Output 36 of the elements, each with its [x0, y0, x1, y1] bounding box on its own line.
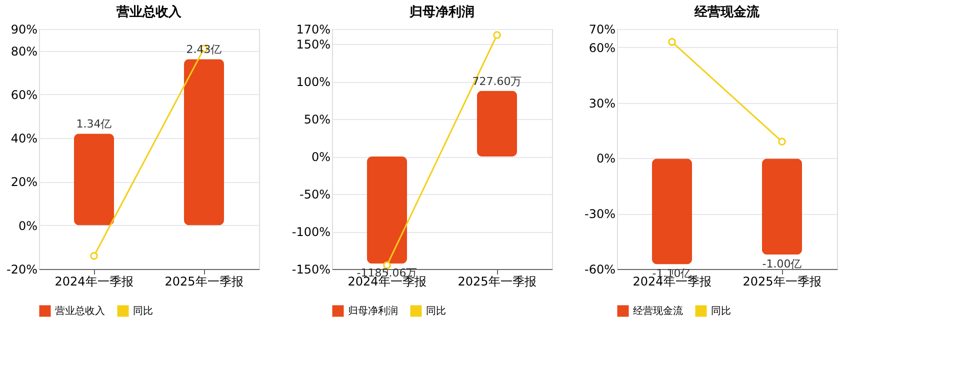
legend-label: 同比 [711, 305, 731, 317]
legend-label: 营业总收入 [55, 305, 105, 317]
chart-title: 营业总收入 [116, 4, 182, 20]
legend-label: 归母净利润 [348, 305, 398, 317]
chart-title: 归母净利润 [408, 4, 474, 20]
y-tick-label: 0% [596, 152, 616, 166]
y-tick-label: 50% [304, 112, 330, 126]
data-label: -1.00亿 [762, 258, 802, 271]
y-tick-label: 0% [311, 150, 330, 164]
y-tick-label: 60% [588, 40, 616, 55]
y-tick-label: 100% [296, 75, 330, 89]
y-tick-label: -20% [6, 262, 38, 276]
x-tick-label: 2025年一季报 [458, 274, 536, 288]
legend-label: 同比 [426, 305, 446, 317]
y-tick-label: 20% [10, 175, 38, 190]
y-tick-label: 0% [18, 218, 38, 233]
y-tick-label: -60% [584, 262, 616, 276]
y-tick-label: 30% [588, 96, 616, 110]
y-tick-label: -30% [584, 207, 616, 222]
legend-label: 同比 [133, 305, 153, 317]
y-tick-label: 60% [10, 88, 38, 102]
x-tick-label: 2025年一季报 [164, 274, 244, 288]
y-tick-label: -50% [299, 188, 330, 202]
y-tick-label: 80% [10, 44, 38, 58]
data-label: 1.34亿 [76, 118, 112, 131]
y-tick-label: 40% [10, 132, 38, 146]
y-tick-label: 70% [588, 22, 616, 36]
y-tick-label: 150% [296, 38, 330, 52]
y-tick-label: -150% [292, 262, 330, 276]
y-tick-label: 90% [10, 22, 38, 36]
chart-title: 经营现金流 [694, 4, 760, 20]
y-tick-label: 170% [296, 22, 330, 36]
x-tick-label: 2025年一季报 [742, 274, 822, 288]
x-tick-label: 2024年一季报 [54, 274, 134, 288]
legend-label: 经营现金流 [633, 305, 683, 317]
y-tick-label: -100% [292, 225, 330, 239]
